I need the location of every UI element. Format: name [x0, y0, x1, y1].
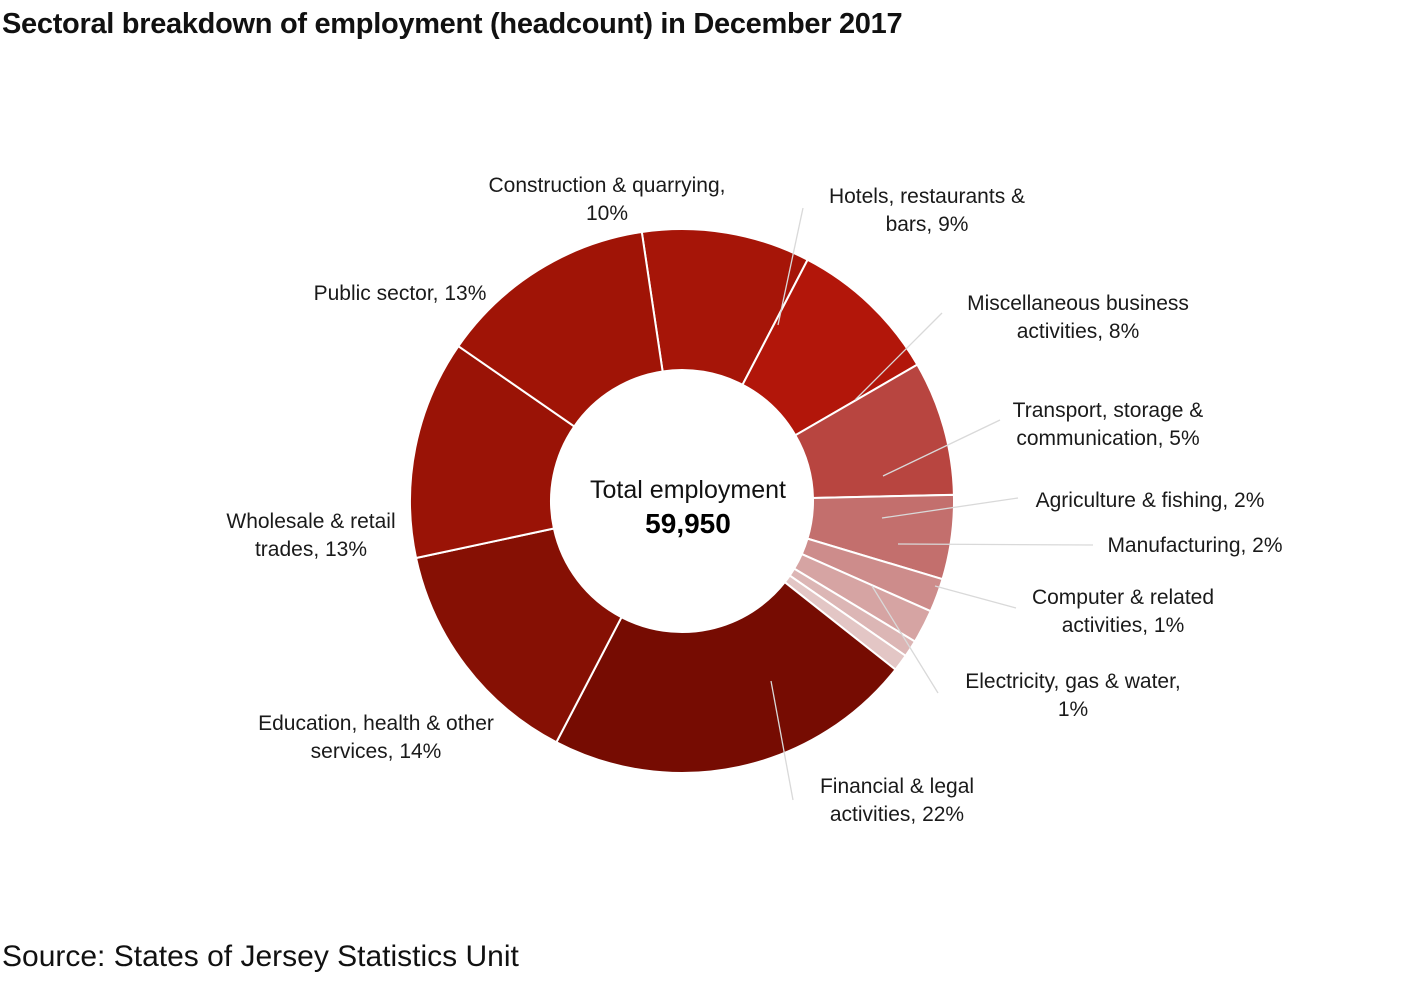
- slice-label: Computer & related activities, 1%: [1032, 586, 1214, 637]
- slice-label: Miscellaneous business activities, 8%: [967, 292, 1189, 343]
- leader-line: [871, 585, 939, 694]
- leader-line: [881, 497, 1019, 519]
- slice-labels: Construction & quarrying, 10% Hotels, rest…: [226, 174, 1282, 826]
- leader-line: [897, 543, 1094, 546]
- slice-education-health-other-services: [414, 527, 623, 744]
- center-label: Total employment: [590, 476, 786, 504]
- slice-label: Hotels, restaurants & bars, 9%: [829, 185, 1025, 236]
- slice-label: Transport, storage & communication, 5%: [1013, 399, 1204, 450]
- slice-label: Agriculture & fishing, 2%: [1036, 489, 1265, 512]
- slice-public-sector: [456, 230, 664, 428]
- leader-line: [934, 585, 1017, 609]
- donut-slices: [409, 228, 955, 774]
- slice-label: Construction & quarrying, 10%: [489, 174, 726, 225]
- source-note: Source: States of Jersey Statistics Unit: [2, 940, 519, 973]
- leader-line: [882, 419, 1001, 477]
- slice-label: Manufacturing, 2%: [1107, 534, 1282, 557]
- slice-label: Education, health & other services, 14%: [258, 712, 494, 763]
- slice-label: Wholesale & retail trades, 13%: [226, 510, 395, 561]
- center-total: 59,950: [645, 508, 731, 539]
- leader-line: [770, 680, 794, 801]
- label-leader-lines: [770, 207, 1094, 801]
- chart-title: Sectoral breakdown of employment (headco…: [2, 8, 903, 40]
- slice-label: Public sector, 13%: [314, 282, 487, 305]
- leader-line: [854, 312, 943, 401]
- slice-label: Electricity, gas & water, 1%: [965, 670, 1181, 721]
- slice-financial-legal-activities: [555, 580, 897, 774]
- slice-label: Financial & legal activities, 22%: [820, 775, 974, 826]
- leader-line: [777, 207, 804, 326]
